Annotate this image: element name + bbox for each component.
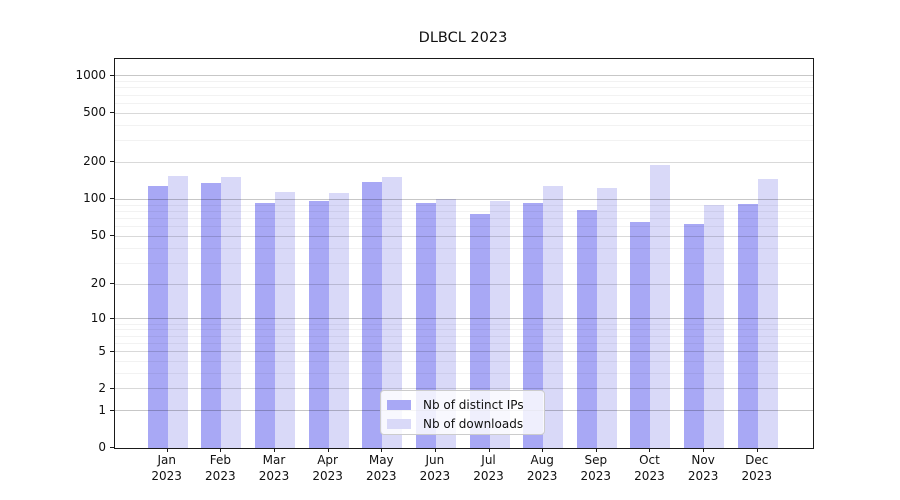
y-tick-label: 1000 [75, 67, 106, 82]
y-tick-label: 5 [98, 343, 106, 358]
y-tick-label: 50 [90, 228, 106, 243]
x-tick-label: Feb 2023 [205, 453, 236, 483]
legend-item-distinct-ips: Nb of distinct IPs [387, 395, 536, 414]
x-tick-mark [488, 448, 490, 452]
bar-apr-s1 [328, 192, 349, 448]
y-tick-mark [110, 112, 114, 114]
y-tick-mark [110, 161, 114, 163]
bar-jun-s1 [435, 198, 456, 448]
legend-swatch [387, 418, 411, 429]
x-tick-label: May 2023 [365, 453, 397, 483]
chart-title: DLBCL 2023 [418, 30, 508, 46]
bar-nov-s0 [684, 224, 705, 448]
y-tick-label: 100 [83, 191, 106, 206]
x-tick-mark [220, 448, 222, 452]
bar-jun-s0 [415, 203, 436, 448]
bar-may-s1 [382, 176, 403, 448]
bar-apr-s0 [308, 201, 329, 448]
bar-may-s0 [362, 181, 383, 448]
x-tick-label: Apr 2023 [312, 453, 343, 483]
bar-nov-s1 [704, 205, 725, 448]
bar-aug-s1 [543, 186, 564, 448]
bar-oct-s1 [650, 165, 671, 448]
bar-jan-s1 [167, 175, 188, 448]
bars-layer [115, 59, 813, 448]
y-tick-mark [110, 447, 114, 448]
x-tick-label: Jan 2023 [151, 453, 182, 483]
bar-sep-s1 [596, 187, 617, 448]
x-tick-mark [327, 448, 329, 452]
x-tick-mark [756, 448, 758, 452]
bar-sep-s0 [576, 210, 597, 448]
x-tick-label: Mar 2023 [258, 453, 290, 483]
legend-swatch [387, 399, 411, 410]
bar-feb-s0 [201, 183, 222, 448]
x-tick-mark [273, 448, 275, 452]
plot-area [114, 58, 814, 449]
y-tick-mark [110, 317, 114, 319]
bar-mar-s1 [274, 191, 295, 448]
bar-jan-s0 [147, 185, 168, 448]
x-tick-mark [381, 448, 383, 452]
y-tick-label: 2 [98, 380, 106, 395]
bar-jul-s0 [469, 214, 490, 448]
y-tick-label: 0 [98, 440, 106, 454]
x-tick-label: Dec 2023 [741, 453, 772, 483]
x-tick-label: Jul 2023 [473, 453, 504, 483]
bar-aug-s0 [523, 202, 544, 448]
y-tick-mark [110, 409, 114, 411]
x-tick-mark [166, 448, 168, 452]
x-tick-label: Aug 2023 [526, 453, 558, 483]
bar-jul-s1 [489, 201, 510, 448]
x-tick-mark [649, 448, 651, 452]
y-tick-mark [110, 283, 114, 285]
y-tick-mark [110, 387, 114, 389]
y-tick-mark [110, 350, 114, 352]
bar-mar-s0 [254, 202, 275, 448]
y-tick-label: 20 [90, 276, 106, 291]
x-tick-label: Oct 2023 [634, 453, 665, 483]
x-tick-label: Nov 2023 [687, 453, 719, 483]
legend: Nb of distinct IPs Nb of downloads [380, 390, 545, 435]
x-tick-label: Jun 2023 [419, 453, 451, 483]
y-tick-label: 10 [90, 310, 106, 325]
legend-label: Nb of downloads [423, 416, 524, 431]
x-tick-label: Sep 2023 [580, 453, 612, 483]
bar-oct-s0 [630, 222, 651, 448]
y-tick-mark [110, 235, 114, 237]
bar-feb-s1 [221, 177, 242, 448]
y-tick-label: 200 [83, 154, 106, 169]
y-tick-label: 1 [98, 402, 106, 417]
y-tick-mark [110, 198, 114, 200]
x-tick-mark [595, 448, 597, 452]
x-tick-mark [542, 448, 544, 452]
bar-dec-s1 [757, 178, 778, 448]
legend-label: Nb of distinct IPs [423, 397, 524, 412]
legend-item-downloads: Nb of downloads [387, 414, 536, 433]
x-tick-mark [434, 448, 436, 452]
y-tick-label: 500 [83, 105, 106, 120]
x-tick-mark [703, 448, 705, 452]
y-tick-mark [110, 74, 114, 76]
bar-dec-s0 [737, 203, 758, 448]
